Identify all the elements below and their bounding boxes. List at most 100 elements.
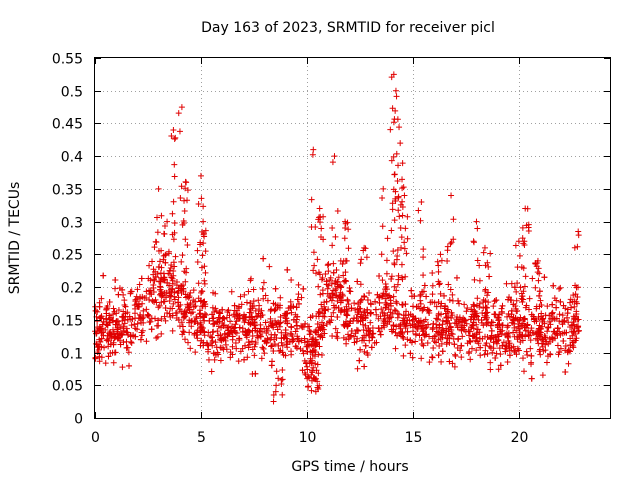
data-point: [242, 317, 249, 324]
data-point: [367, 319, 374, 326]
data-point: [396, 124, 403, 131]
data-point: [511, 348, 518, 355]
data-point: [272, 388, 279, 395]
data-point: [290, 316, 297, 323]
data-point: [415, 207, 422, 214]
data-point: [452, 352, 459, 359]
data-point: [470, 333, 477, 340]
data-point: [232, 321, 239, 328]
data-point: [170, 127, 177, 133]
data-point: [266, 263, 273, 270]
data-point: [400, 352, 407, 359]
data-point: [290, 303, 297, 310]
axis-ticks: [95, 58, 610, 419]
data-point: [96, 303, 103, 310]
data-point: [127, 338, 134, 345]
data-point: [150, 288, 157, 295]
data-point: [446, 320, 453, 327]
data-point: [116, 332, 123, 339]
data-point: [447, 323, 454, 330]
data-point: [415, 303, 422, 310]
data-point: [334, 297, 341, 304]
data-point: [199, 228, 206, 235]
data-point: [516, 329, 523, 336]
data-point: [519, 293, 526, 300]
data-point: [521, 283, 528, 290]
y-tick-label: 0.1: [61, 347, 83, 363]
data-point: [98, 313, 105, 320]
data-point: [462, 328, 469, 335]
data-point: [362, 245, 369, 252]
data-point: [111, 308, 118, 315]
data-point: [567, 296, 574, 303]
data-point: [351, 315, 358, 322]
data-point: [390, 322, 397, 329]
data-point: [448, 315, 455, 322]
data-point: [392, 307, 399, 314]
data-point: [299, 347, 306, 354]
data-point: [121, 320, 128, 327]
data-point: [138, 275, 145, 282]
data-point: [535, 325, 542, 332]
data-point: [513, 288, 520, 295]
data-point: [535, 277, 542, 284]
data-point: [163, 289, 170, 296]
data-point: [277, 314, 284, 321]
data-point: [434, 258, 441, 265]
data-point: [211, 356, 218, 363]
data-point: [158, 292, 165, 299]
data-point: [146, 287, 153, 294]
data-point: [392, 345, 399, 352]
data-point: [380, 185, 387, 192]
data-point: [243, 332, 250, 339]
data-point: [257, 333, 264, 340]
data-point: [483, 321, 490, 328]
data-point: [571, 298, 578, 305]
data-point: [311, 374, 318, 381]
data-point: [202, 248, 209, 255]
data-point: [488, 318, 495, 325]
data-point: [387, 126, 394, 133]
data-point: [553, 297, 560, 304]
data-point: [572, 337, 579, 344]
data-point: [390, 71, 397, 78]
data-point: [219, 315, 226, 322]
data-point: [115, 291, 122, 298]
data-point: [476, 277, 483, 284]
data-point: [481, 351, 488, 358]
data-point: [441, 305, 448, 312]
data-point: [357, 346, 364, 353]
data-point: [517, 314, 524, 321]
data-point: [375, 294, 382, 301]
data-point: [264, 336, 271, 343]
data-point: [284, 320, 291, 327]
data-point: [228, 288, 235, 295]
data-point: [342, 225, 349, 232]
data-point: [190, 303, 197, 310]
data-point: [316, 382, 323, 389]
data-point: [170, 236, 177, 243]
data-point: [362, 342, 369, 349]
data-point: [478, 317, 485, 324]
data-point: [332, 278, 339, 285]
data-point: [120, 313, 127, 320]
data-point: [166, 297, 173, 304]
data-point: [308, 387, 315, 394]
data-point: [429, 299, 436, 306]
data-point: [511, 284, 518, 291]
data-point: [273, 382, 280, 389]
data-point: [136, 281, 143, 288]
data-point: [268, 342, 275, 349]
data-point: [382, 304, 389, 311]
data-point: [245, 339, 252, 346]
data-point: [425, 321, 432, 328]
data-point: [178, 308, 185, 315]
data-point: [236, 336, 243, 343]
data-point: [424, 340, 431, 347]
data-point: [334, 329, 341, 336]
data-point: [166, 292, 173, 299]
data-point: [145, 312, 152, 319]
data-point: [348, 305, 355, 312]
data-point: [418, 355, 425, 362]
data-point: [339, 260, 346, 267]
